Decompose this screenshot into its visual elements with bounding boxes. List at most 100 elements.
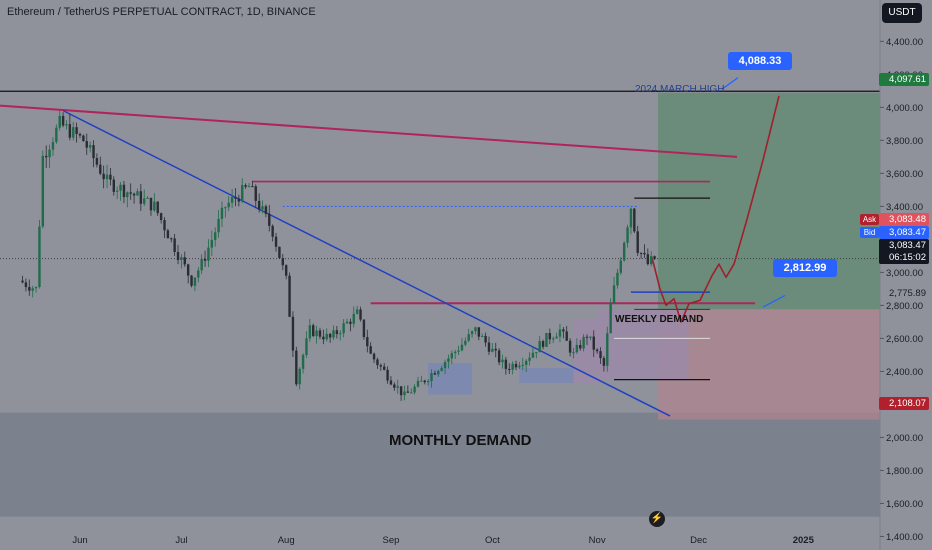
y-tick-label: 1,600.00 bbox=[886, 499, 923, 510]
candle-body bbox=[85, 141, 88, 148]
candle-body bbox=[440, 368, 443, 371]
candle-body bbox=[210, 239, 214, 248]
candle-body bbox=[88, 145, 92, 148]
candle-body bbox=[477, 327, 481, 337]
candle-body bbox=[193, 277, 197, 286]
candle-body bbox=[393, 384, 396, 388]
target-zone bbox=[657, 92, 880, 310]
candle-body bbox=[636, 231, 639, 253]
currency-button[interactable]: USDT bbox=[882, 3, 922, 23]
candle-body bbox=[318, 330, 322, 337]
candle-body bbox=[582, 336, 585, 349]
x-tick-label: Dec bbox=[690, 535, 707, 546]
y-tick-label: 2,400.00 bbox=[886, 367, 923, 378]
candle-body bbox=[281, 258, 284, 266]
candle-body bbox=[183, 257, 186, 265]
candle-body bbox=[521, 364, 524, 366]
x-tick-label: Aug bbox=[278, 535, 295, 546]
candle-body bbox=[538, 341, 541, 353]
y-tick-label: 4,400.00 bbox=[886, 37, 923, 48]
candle-body bbox=[312, 325, 315, 337]
y-tick-label: 3,600.00 bbox=[886, 169, 923, 180]
x-tick-label: Nov bbox=[589, 535, 606, 546]
candle-body bbox=[149, 197, 153, 211]
candle-body bbox=[599, 351, 602, 359]
candle-body bbox=[487, 342, 491, 352]
candle-body bbox=[406, 391, 410, 393]
candle-body bbox=[355, 309, 359, 314]
candle-body bbox=[369, 346, 372, 354]
candle-body bbox=[484, 335, 487, 343]
candle-body bbox=[464, 340, 467, 345]
candle-body bbox=[575, 345, 579, 353]
candle-body bbox=[214, 232, 217, 240]
candle-body bbox=[386, 369, 389, 381]
candle-body bbox=[372, 353, 376, 360]
candle-body bbox=[562, 329, 565, 332]
candle-body bbox=[82, 135, 85, 142]
candle-body bbox=[75, 127, 78, 134]
candle-body bbox=[105, 174, 109, 180]
candle-body bbox=[261, 206, 264, 210]
candle-body bbox=[163, 220, 166, 231]
candle-body bbox=[342, 323, 345, 334]
candle-body bbox=[207, 247, 210, 261]
candle-body bbox=[606, 333, 609, 366]
candle-body bbox=[68, 124, 72, 138]
candle-body bbox=[244, 185, 247, 187]
candle-body bbox=[291, 316, 295, 351]
countdown-tag: 06:15:02 bbox=[879, 251, 929, 264]
candle-body bbox=[95, 158, 99, 165]
candle-body bbox=[491, 348, 494, 352]
y-tick-label: 1,800.00 bbox=[886, 466, 923, 477]
candle-body bbox=[139, 191, 143, 204]
ask-price-tag: 3,083.48 bbox=[879, 213, 929, 226]
candle-body bbox=[399, 386, 403, 396]
level-callout: 2,812.99 bbox=[773, 259, 837, 277]
candle-body bbox=[220, 207, 224, 219]
y-tick-label: 3,000.00 bbox=[886, 268, 923, 279]
candle-body bbox=[450, 353, 453, 359]
y-tick-label: 1,400.00 bbox=[886, 532, 923, 543]
candle-body bbox=[247, 186, 251, 188]
y-tick-label: 4,000.00 bbox=[886, 103, 923, 114]
candle-body bbox=[413, 386, 416, 393]
candle-body bbox=[159, 213, 163, 221]
candle-body bbox=[470, 331, 474, 335]
candle-body bbox=[102, 173, 105, 180]
stop-zone bbox=[657, 309, 880, 420]
candle-body bbox=[234, 197, 237, 199]
candle-body bbox=[616, 272, 619, 286]
lightning-icon[interactable]: ⚡ bbox=[649, 511, 665, 527]
weekly-demand-zone bbox=[519, 368, 574, 383]
candle-body bbox=[481, 335, 484, 337]
monthly-demand-label: MONTHLY DEMAND bbox=[389, 432, 532, 449]
candle-body bbox=[352, 313, 355, 324]
candle-body bbox=[457, 350, 460, 352]
candle-body bbox=[153, 201, 156, 211]
candle-body bbox=[58, 115, 61, 128]
candle-body bbox=[423, 380, 426, 383]
candle-body bbox=[524, 360, 528, 365]
candle-body bbox=[112, 179, 115, 192]
candle-body bbox=[633, 208, 636, 232]
candle-body bbox=[315, 330, 318, 337]
candle-body bbox=[31, 288, 34, 291]
march-high-price-tag: 4,097.61 bbox=[879, 73, 929, 86]
candle-body bbox=[548, 333, 552, 340]
candle-body bbox=[143, 198, 146, 204]
candle-body bbox=[595, 349, 599, 352]
candle-body bbox=[639, 252, 643, 254]
candle-body bbox=[602, 358, 606, 366]
monthly-demand-zone bbox=[0, 412, 880, 517]
candle-body bbox=[45, 155, 48, 158]
candle-body bbox=[349, 321, 352, 324]
candle-body bbox=[535, 352, 538, 354]
candle-body bbox=[34, 286, 38, 289]
candle-body bbox=[170, 238, 173, 240]
candle-body bbox=[629, 208, 633, 228]
candle-body bbox=[284, 265, 288, 276]
candle-body bbox=[197, 270, 200, 278]
